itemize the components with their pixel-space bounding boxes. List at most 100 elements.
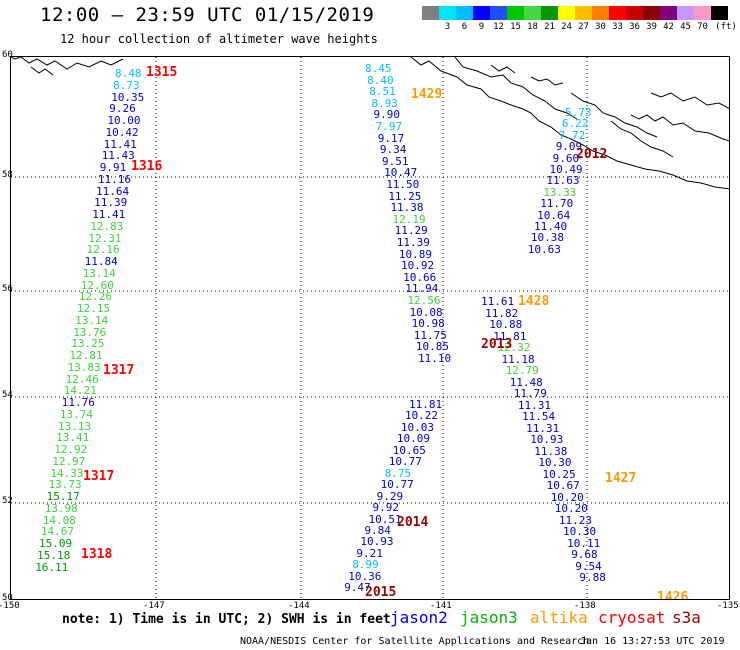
wave-height-value: 8.48	[115, 67, 142, 80]
wave-height-value: 10.00	[107, 114, 141, 127]
wave-height-value: 11.84	[84, 255, 118, 268]
pass-time-label: 1429	[411, 87, 443, 102]
wave-height-value: 11.23	[558, 513, 593, 527]
wave-height-value: 13.74	[59, 407, 94, 421]
wave-height-value: 10.22	[404, 409, 439, 423]
colorbar-tick-label: 42	[663, 22, 674, 32]
data-labels: 8.48 8.73 10.35 9.26 10.00 10.42 11.41 11.43 9.9…	[11, 57, 729, 600]
wave-height-value: 10.64	[537, 208, 571, 222]
latitude-label: 54	[2, 390, 13, 400]
wave-height-value: 13.14	[82, 266, 116, 280]
wave-height-value: 13.41	[56, 431, 90, 445]
wave-height-value: 12.26	[78, 290, 113, 304]
wave-height-value: 10.30	[563, 525, 597, 538]
wave-height-value: 10.20	[550, 490, 584, 504]
colorbar-swatch	[609, 6, 626, 20]
wave-height-value: 10.42	[105, 125, 139, 139]
wave-height-value: 11.48	[509, 375, 543, 389]
wave-height-value: 11.39	[94, 196, 128, 210]
wave-height-value: 9.90	[373, 108, 400, 122]
wave-height-value: 10.63	[527, 242, 561, 256]
wave-height-value: 9.54	[575, 559, 602, 573]
colorbar-swatch	[473, 6, 490, 20]
wave-height-value: 9.91	[99, 161, 127, 174]
colorbar-swatch	[439, 6, 456, 20]
wave-height-value: 11.29	[394, 224, 428, 238]
wave-height-value: 11.64	[96, 184, 130, 198]
colorbar-tick-label: 30	[595, 22, 606, 32]
wave-height-value: 11.82	[485, 306, 519, 320]
colorbar-swatch	[575, 6, 592, 20]
wave-height-value: 9.60	[552, 151, 580, 165]
wave-height-value: 16.11	[35, 560, 69, 574]
longitude-label: -144	[288, 601, 310, 611]
wave-height-value: 12.81	[69, 349, 103, 362]
wave-height-value: 10.85	[415, 340, 449, 354]
wave-height-value: 14.21	[63, 384, 97, 398]
wave-height-value: 11.94	[405, 282, 439, 296]
wave-height-value: 11.79	[513, 387, 547, 400]
wave-height-value: 11.31	[517, 398, 552, 412]
wave-height-value: 9.68	[571, 548, 598, 561]
wave-height-value: 14.67	[40, 525, 75, 539]
wave-height-value: 11.39	[396, 236, 430, 249]
page-title: 12:00 – 23:59 UTC 01/15/2019	[40, 4, 375, 26]
wave-height-value: 10.98	[411, 317, 445, 331]
wave-height-value: 10.09	[396, 432, 430, 446]
wave-height-value: 9.26	[109, 102, 136, 116]
legend-jason2: jason2	[390, 608, 448, 627]
pass-time-label: 1428	[518, 294, 550, 309]
colorbar-swatch	[507, 6, 524, 20]
wave-height-value: 6.22	[561, 117, 589, 131]
pass-time-label: 2014	[397, 515, 429, 530]
colorbar-tick-label: 9	[478, 22, 485, 32]
colorbar-swatch	[592, 6, 609, 20]
pass-time-label: 1426	[657, 590, 689, 600]
legend-cryosat: cryosat	[598, 608, 666, 627]
wave-height-value: 11.50	[386, 178, 420, 191]
longitude-label: -147	[143, 601, 165, 611]
wave-height-value: 7.97	[375, 120, 403, 133]
colorbar-swatch	[456, 6, 473, 20]
wave-height-value: 11.40	[534, 220, 568, 233]
pass-time-label: 1317	[103, 363, 135, 378]
longitude-label: -135	[717, 601, 739, 611]
wave-height-value: 12.60	[80, 278, 114, 292]
latitude-label: 56	[2, 284, 13, 294]
pass-time-label: 1316	[131, 159, 163, 174]
wave-height-value: 15.17	[46, 490, 80, 503]
wave-height-value: 12.83	[90, 219, 124, 233]
wave-height-value: 10.51	[368, 512, 402, 526]
wave-height-value: 10.67	[546, 479, 580, 492]
wave-height-value: 8.75	[384, 466, 412, 480]
graticule	[11, 57, 729, 599]
wave-height-value: 12.31	[88, 231, 122, 245]
latitude-label: 50	[2, 593, 13, 603]
longitude-label: -138	[574, 601, 596, 611]
wave-height-value: 13.33	[543, 185, 577, 199]
wave-height-value: 14.08	[42, 513, 76, 527]
wave-height-value: 11.25	[388, 189, 422, 203]
alaska-coastline	[11, 57, 729, 190]
wave-height-value: 12.79	[505, 364, 539, 377]
wave-height-value: 11.41	[103, 137, 137, 151]
wave-height-value: 11.18	[501, 352, 535, 366]
wave-height-value: 11.70	[540, 197, 574, 211]
colorbar-tick-label: 27	[578, 22, 589, 32]
wave-height-value: 7.72	[558, 128, 586, 142]
wave-height-value: 10.35	[111, 90, 145, 104]
wave-height-value: 8.73	[113, 78, 140, 92]
wave-height-value: 10.20	[554, 502, 588, 515]
wave-height-value: 12.56	[407, 294, 441, 307]
legend-jason3: jason3	[460, 608, 518, 627]
wave-height-value: 10.08	[409, 305, 443, 319]
pass-time-label: 2015	[365, 585, 397, 600]
pass-time-label: 2013	[481, 337, 513, 352]
wave-height-value: 12.19	[392, 212, 426, 226]
colorbar-swatch	[490, 6, 507, 20]
colorbar-swatch	[541, 6, 558, 20]
colorbar-tick-label: 36	[629, 22, 640, 32]
wave-height-value: 11.81	[493, 329, 527, 343]
wave-height-value: 9.84	[364, 523, 391, 537]
wave-height-value: 9.09	[555, 140, 583, 154]
